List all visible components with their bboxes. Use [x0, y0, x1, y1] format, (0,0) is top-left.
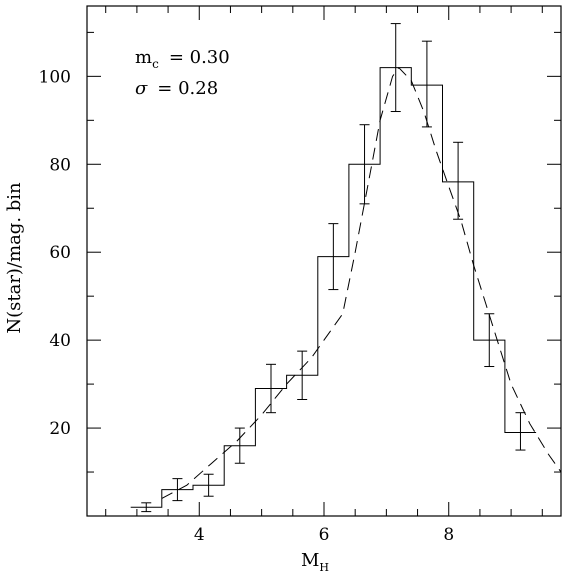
- y-tick-label: 100: [39, 67, 71, 87]
- y-tick-label: 80: [49, 155, 71, 175]
- annotation-mc: mc = 0.30: [135, 47, 230, 71]
- y-tick-label: 60: [49, 243, 71, 263]
- model-curve: [161, 66, 562, 499]
- plot-frame: [86, 5, 562, 517]
- model-curve-layer: [161, 66, 562, 499]
- x-tick-label: 6: [319, 525, 330, 545]
- annotation-sigma: σ = 0.28: [135, 78, 218, 99]
- x-tick-label: 4: [194, 525, 205, 545]
- x-axis-label: MH: [301, 550, 329, 573]
- x-tick-label: 8: [443, 525, 454, 545]
- y-tick-label: 40: [49, 331, 71, 351]
- y-tick-label: 20: [49, 419, 71, 439]
- y-axis-label: N(star)/mag. bin: [4, 182, 25, 334]
- tick-marks: [87, 6, 561, 516]
- error-bars-layer: [141, 23, 526, 513]
- tick-labels-layer: 4 6 8 20 40 60 80 100: [39, 67, 455, 545]
